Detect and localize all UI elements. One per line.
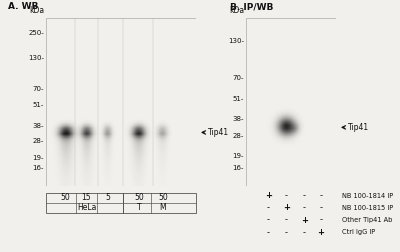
Text: -: -: [267, 215, 270, 225]
Text: 16-: 16-: [32, 165, 44, 171]
Text: M: M: [160, 203, 166, 212]
Text: Tip41: Tip41: [348, 123, 369, 132]
Text: 16-: 16-: [232, 165, 244, 171]
Text: NB 100-1815 IP: NB 100-1815 IP: [342, 205, 393, 211]
Text: -: -: [285, 191, 288, 200]
Bar: [46, 193, 196, 213]
Text: -: -: [267, 203, 270, 212]
Text: 130-: 130-: [228, 38, 244, 44]
Text: kDa: kDa: [29, 6, 44, 15]
Text: B. IP/WB: B. IP/WB: [230, 2, 273, 11]
Text: 5: 5: [105, 193, 110, 202]
Text: -: -: [267, 228, 270, 237]
Text: 38-: 38-: [232, 116, 244, 122]
Text: HeLa: HeLa: [77, 203, 96, 212]
Text: T: T: [137, 203, 141, 212]
Text: 50: 50: [158, 193, 168, 202]
Text: 28-: 28-: [233, 133, 244, 139]
Text: -: -: [285, 215, 288, 225]
Text: 19-: 19-: [232, 153, 244, 159]
Text: kDa: kDa: [229, 6, 244, 15]
Text: -: -: [319, 215, 322, 225]
Text: 28-: 28-: [33, 138, 44, 144]
Text: Ctrl IgG IP: Ctrl IgG IP: [342, 229, 375, 235]
Text: +: +: [265, 191, 272, 200]
Text: 50: 50: [134, 193, 144, 202]
Text: Other Tip41 Ab: Other Tip41 Ab: [342, 217, 392, 223]
Text: +: +: [317, 228, 324, 237]
Text: 15: 15: [82, 193, 91, 202]
Text: 130-: 130-: [28, 55, 44, 61]
Text: -: -: [319, 191, 322, 200]
Text: -: -: [303, 191, 306, 200]
Text: NB 100-1814 IP: NB 100-1814 IP: [342, 193, 393, 199]
Text: 19-: 19-: [32, 155, 44, 161]
Text: 38-: 38-: [32, 123, 44, 129]
Text: 250-: 250-: [28, 30, 44, 36]
Text: -: -: [303, 228, 306, 237]
Text: +: +: [283, 203, 290, 212]
Text: 51-: 51-: [233, 96, 244, 102]
Text: 51-: 51-: [33, 102, 44, 108]
Text: -: -: [319, 203, 322, 212]
Text: +: +: [301, 215, 308, 225]
Text: 70-: 70-: [232, 75, 244, 81]
Text: Tip41: Tip41: [208, 128, 229, 137]
Text: A. WB: A. WB: [8, 2, 38, 11]
Text: 70-: 70-: [32, 85, 44, 91]
Text: -: -: [285, 228, 288, 237]
Text: 50: 50: [61, 193, 70, 202]
Text: -: -: [303, 203, 306, 212]
